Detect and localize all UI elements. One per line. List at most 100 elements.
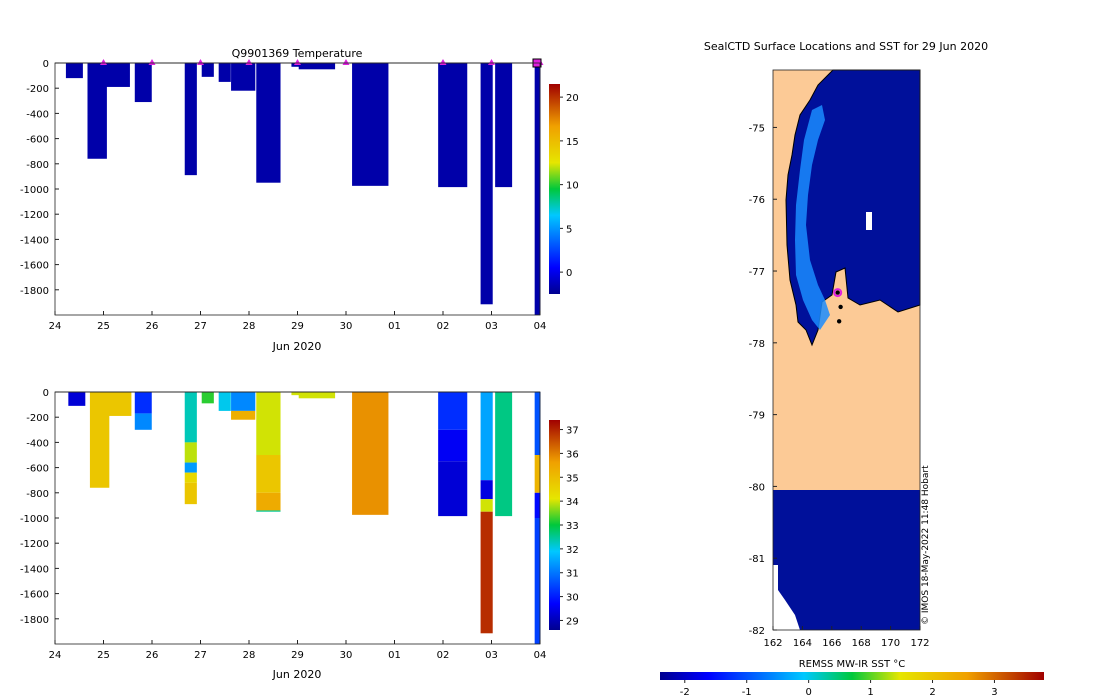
temperature-panel: Q9901369 Temperature 0 -200 -400 -600 -800 -1… <box>20 47 579 353</box>
colorbar-tick-label-3: 5 <box>566 224 572 235</box>
y-tick-label-2: -400 <box>26 438 49 449</box>
sst-tick-label-3: 1 <box>867 687 873 698</box>
profile-11-segment-0 <box>352 392 389 515</box>
y-tick-label-1: -200 <box>26 84 49 95</box>
lat-tick-label-0: -75 <box>749 123 765 134</box>
colorbar-tick-label-1: 15 <box>566 137 579 148</box>
colorbar-tick-label-7: 30 <box>566 593 579 604</box>
latest-position-marker <box>833 288 843 298</box>
lon-tick-label-0: 162 <box>763 638 782 649</box>
y-tick-label-4: -800 <box>26 160 49 171</box>
map-ocean-sst-north <box>785 69 921 347</box>
x-tick-label-6: 30 <box>340 650 353 661</box>
x-tick-label-10: 04 <box>534 650 547 661</box>
track-point-2 <box>836 319 842 324</box>
profile-8-segment-3 <box>256 510 281 512</box>
profile-9-segment-0 <box>291 392 304 396</box>
y-tick-label-8: -1600 <box>20 261 49 272</box>
profile-12 <box>438 63 468 188</box>
colorbar-tick-label-5: 32 <box>566 545 579 556</box>
y-tick-label-2: -400 <box>26 109 49 120</box>
map-title: SealCTD Surface Locations and SST for 29… <box>704 40 988 53</box>
salinity-xlabel: Jun 2020 <box>272 668 322 681</box>
profile-4 <box>184 63 197 176</box>
temperature-y-ticks: 0 -200 -400 -600 -800 -1000 -1200 -1400 -1600 -18… <box>20 59 59 297</box>
lon-tick-label-4: 170 <box>881 638 900 649</box>
x-tick-label-6: 30 <box>340 321 353 332</box>
map-coastal-shelf-water <box>795 105 830 330</box>
profile-3-segment-0 <box>134 392 152 414</box>
lat-tick-label-6: -81 <box>749 554 765 565</box>
profile-15-segment-2 <box>534 492 541 518</box>
salinity-panel: 0 -200 -400 -600 -800 -1000 -1200 -1400 -1600 -18… <box>20 388 579 681</box>
y-tick-label-3: -600 <box>26 135 49 146</box>
profile-10 <box>298 63 336 70</box>
profile-15-segment-1 <box>534 455 541 493</box>
map-ocean-sst-south <box>773 490 920 630</box>
profile-4-segment-2 <box>184 462 197 473</box>
profile-marker-0 <box>100 59 107 65</box>
profile-7 <box>231 63 256 91</box>
profile-0 <box>65 63 83 79</box>
x-tick-label-0: 24 <box>49 321 62 332</box>
y-tick-label-3: -600 <box>26 464 49 475</box>
x-tick-label-0: 24 <box>49 650 62 661</box>
x-tick-label-9: 03 <box>485 321 498 332</box>
x-tick-label-9: 03 <box>485 650 498 661</box>
lat-tick-label-1: -76 <box>749 195 765 206</box>
y-tick-label-6: -1200 <box>20 539 49 550</box>
profile-2-segment-0 <box>104 392 132 416</box>
lat-tick-label-5: -80 <box>749 482 765 493</box>
map-latitude-ticks: -75 -76 -77 -78 -79 -80 -81 -82 <box>749 123 777 637</box>
profile-2 <box>103 63 130 87</box>
salinity-y-ticks: 0 -200 -400 -600 -800 -1000 -1200 -1400 -1600 -18… <box>20 388 59 626</box>
y-tick-label-9: -1800 <box>20 286 49 297</box>
temperature-colorbar-ticks: 20 15 10 5 0 <box>560 93 579 279</box>
colorbar-tick-label-8: 29 <box>566 616 579 627</box>
profile-12-segment-2 <box>438 461 468 517</box>
lat-tick-label-4: -79 <box>749 411 765 422</box>
profile-0-segment-0 <box>68 392 86 406</box>
x-tick-label-7: 01 <box>388 650 401 661</box>
x-tick-label-3: 27 <box>194 321 207 332</box>
y-tick-label-4: -800 <box>26 489 49 500</box>
profile-10-segment-0 <box>298 392 336 399</box>
y-tick-label-1: -200 <box>26 413 49 424</box>
profile-1-segment-0 <box>89 392 110 488</box>
profile-6 <box>218 63 231 82</box>
profile-14 <box>495 63 513 188</box>
lon-tick-label-5: 172 <box>910 638 929 649</box>
profile-13-segment-1 <box>480 480 493 500</box>
profile-4-segment-4 <box>184 482 197 505</box>
track-point-0 <box>835 290 840 295</box>
temperature-profiles <box>55 58 544 315</box>
lat-tick-label-3: -78 <box>749 339 765 350</box>
lat-tick-label-7: -82 <box>749 626 765 637</box>
temperature-colorbar <box>549 84 560 294</box>
sst-map-panel: SealCTD Surface Locations and SST for 29… <box>660 40 1044 698</box>
map-ice-hole <box>866 212 872 230</box>
sst-tick-label-5: 3 <box>991 687 997 698</box>
x-tick-label-10: 04 <box>534 321 547 332</box>
profile-3 <box>134 63 152 103</box>
profile-12-segment-1 <box>438 429 468 462</box>
sst-colorbar <box>660 672 1044 680</box>
salinity-x-ticks: 24 25 26 27 28 29 30 01 02 03 04 <box>49 640 547 661</box>
x-tick-label-8: 02 <box>437 321 450 332</box>
y-tick-label-7: -1400 <box>20 564 49 575</box>
x-tick-label-5: 29 <box>291 650 304 661</box>
x-tick-label-8: 02 <box>437 650 450 661</box>
colorbar-tick-label-3: 34 <box>566 497 579 508</box>
y-tick-label-5: -1000 <box>20 185 49 196</box>
profile-8-segment-0 <box>256 392 281 455</box>
profile-8 <box>256 63 281 183</box>
colorbar-tick-label-4: 33 <box>566 521 579 532</box>
y-tick-label-5: -1000 <box>20 514 49 525</box>
y-tick-label-6: -1200 <box>20 210 49 221</box>
profile-14-segment-0 <box>495 392 513 517</box>
y-tick-label-8: -1600 <box>20 590 49 601</box>
y-tick-label-7: -1400 <box>20 235 49 246</box>
salinity-colorbar <box>549 420 560 630</box>
profile-7-segment-1 <box>231 410 256 420</box>
